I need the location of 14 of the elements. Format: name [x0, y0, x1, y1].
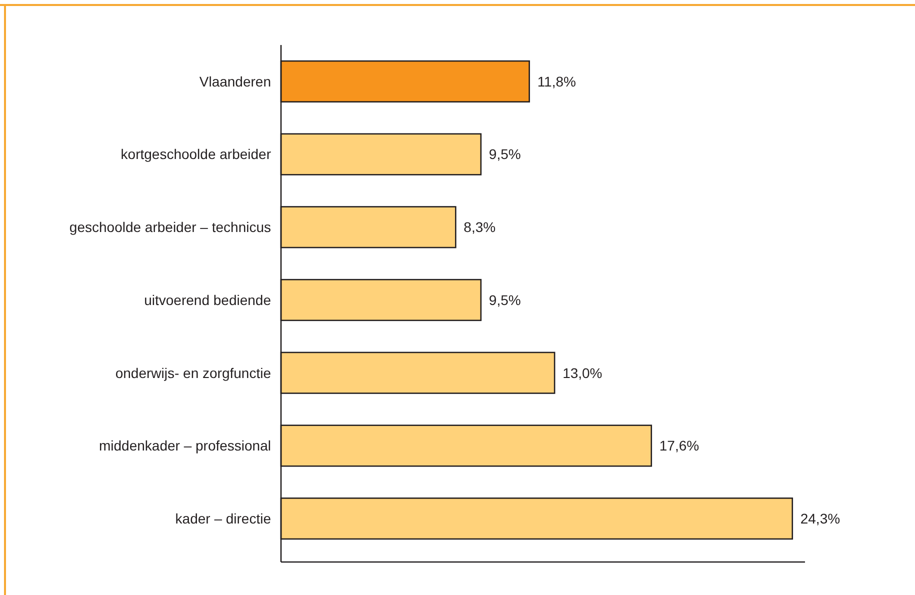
- data-label: 9,5%: [488, 292, 521, 308]
- y-tick-label: kortgeschoolde arbeider: [120, 146, 272, 162]
- y-tick-label: Vlaanderen: [199, 73, 271, 90]
- y-tick-label: kader – directie: [175, 510, 272, 526]
- data-label: 24,3%: [800, 510, 840, 526]
- data-label: 9,5%: [488, 146, 521, 162]
- y-tick-label: geschoolde arbeider – technicus: [69, 219, 271, 236]
- y-tick-label: onderwijs- en zorgfunctie: [115, 364, 272, 381]
- y-tick-label: middenkader – professional: [99, 438, 271, 454]
- data-label: 11,8%: [537, 73, 576, 90]
- y-tick-label: uitvoerend bediende: [144, 292, 272, 308]
- data-label: 8,3%: [464, 219, 496, 236]
- data-label: 13,0%: [562, 364, 602, 381]
- data-label: 17,6%: [659, 438, 700, 454]
